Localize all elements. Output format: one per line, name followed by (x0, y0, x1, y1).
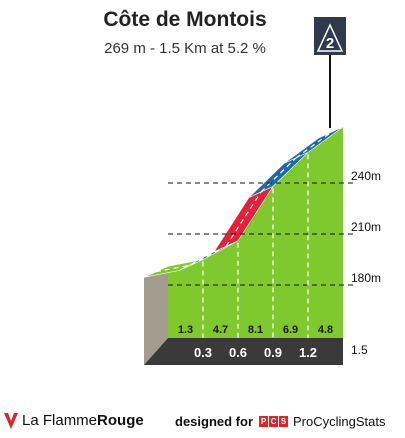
brand-prefix: La Flamme (22, 412, 98, 429)
flamme-rouge-icon (4, 412, 18, 429)
gradient-label: 8.1 (248, 324, 263, 336)
gradient-label: 6.9 (283, 324, 298, 336)
profile-center-line (295, 131, 332, 159)
brand-suffix: Rouge (97, 412, 144, 429)
elevation-tick-label: 240m (351, 169, 381, 183)
credit: designed for P C S ProCyclingStats (175, 414, 386, 429)
profile-center-line (225, 191, 262, 247)
pcs-letter: C (269, 416, 279, 427)
climb-subtitle: 269 m - 1.5 Km at 5.2 % (104, 40, 266, 57)
pcs-name[interactable]: ProCyclingStats (293, 414, 386, 429)
pcs-letter: S (279, 416, 289, 427)
profile-center-line (155, 264, 192, 273)
distance-label: 0.3 (194, 345, 212, 360)
climb-title: Côte de Montois (103, 8, 267, 31)
profile-center-line (190, 245, 227, 266)
pcs-letter: P (259, 416, 269, 427)
climb-profile-chart: 2 180m 210m 240m 1.30.34.70.68.10.96.91.24.… (143, 17, 381, 365)
profile-side-face (144, 266, 168, 365)
profile-base (144, 338, 343, 365)
brand-logo[interactable]: La Flamme Rouge (4, 412, 144, 429)
gradient-label: 4.7 (213, 324, 228, 336)
pcs-logo-icon: P C S (259, 416, 289, 427)
distance-label: 0.6 (229, 345, 247, 360)
gradient-label: 4.8 (318, 324, 333, 336)
category-number: 2 (326, 35, 334, 52)
gradient-label: 1.3 (178, 324, 193, 336)
profile-center-line (260, 157, 297, 193)
distance-label: 1.2 (299, 345, 317, 360)
designed-for-label: designed for (175, 414, 254, 429)
category-triangle-icon (316, 23, 344, 52)
elevation-tick-label: 210m (351, 220, 381, 234)
profile-front-face (168, 126, 343, 339)
footer: La Flamme Rouge designed for P C S ProCyc… (0, 404, 405, 438)
distance-label: 1.5 (351, 343, 368, 357)
elevation-tick-label: 180m (351, 271, 381, 285)
distance-label: 0.9 (264, 345, 282, 360)
